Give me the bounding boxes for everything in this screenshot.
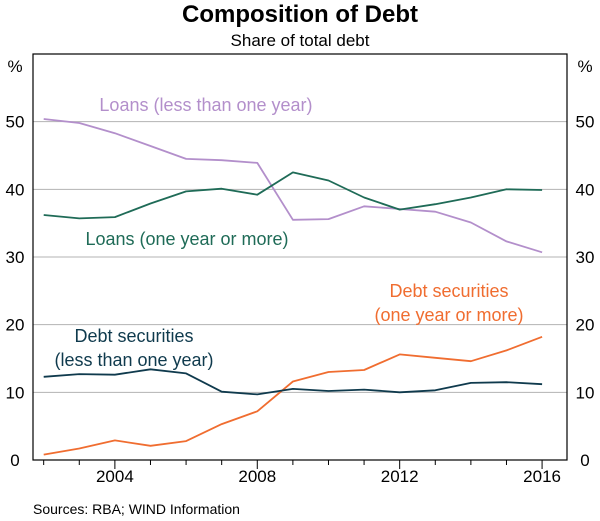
series-line-0 (43, 118, 543, 254)
y-tick-label-left-0: 0 (10, 451, 19, 470)
series-label-0-line-0: Loans (less than one year) (99, 95, 312, 115)
series-label-1-line-0: Loans (one year or more) (85, 229, 288, 249)
y-tick-label-left-40: 40 (6, 180, 25, 199)
x-tick-label-2008: 2008 (238, 467, 276, 486)
y-tick-label-left-20: 20 (6, 316, 25, 335)
y-tick-label-left-10: 10 (6, 383, 25, 402)
grid-layer (33, 121, 567, 393)
y-tick-label-right-20: 20 (576, 316, 595, 335)
series-label-layer: Loans (less than one year) Loans (one yea… (54, 95, 523, 370)
left-axis-unit: % (7, 57, 22, 76)
x-tick-layer: 2004 2008 2012 2016 (43, 460, 561, 486)
source-note: Sources: RBA; WIND Information (33, 501, 240, 517)
y-tick-layer: 0 0 10 10 20 20 30 30 40 40 50 50 (6, 113, 595, 470)
x-tick-label-2016: 2016 (523, 467, 561, 486)
series-line-2 (43, 335, 543, 456)
y-tick-label-left-30: 30 (6, 248, 25, 267)
y-tick-label-right-0: 0 (580, 451, 589, 470)
series-layer (43, 118, 543, 456)
chart-title: Composition of Debt (182, 1, 418, 28)
y-tick-label-left-50: 50 (6, 113, 25, 132)
x-tick-label-2004: 2004 (96, 467, 134, 486)
series-label-3-line-0: Debt securities (74, 326, 193, 346)
series-line-3 (43, 368, 543, 396)
y-tick-label-right-40: 40 (576, 180, 595, 199)
chart-subtitle: Share of total debt (231, 31, 370, 50)
series-label-2-line-0: Debt securities (389, 281, 508, 301)
y-tick-label-right-10: 10 (576, 383, 595, 402)
series-label-2-line-1: (one year or more) (374, 305, 523, 325)
series-label-3-line-1: (less than one year) (54, 350, 213, 370)
y-tick-label-right-50: 50 (576, 113, 595, 132)
plot-frame (32, 53, 568, 461)
y-tick-label-right-30: 30 (576, 248, 595, 267)
x-tick-label-2012: 2012 (381, 467, 419, 486)
right-axis-unit: % (577, 57, 592, 76)
series-line-1 (43, 171, 543, 220)
